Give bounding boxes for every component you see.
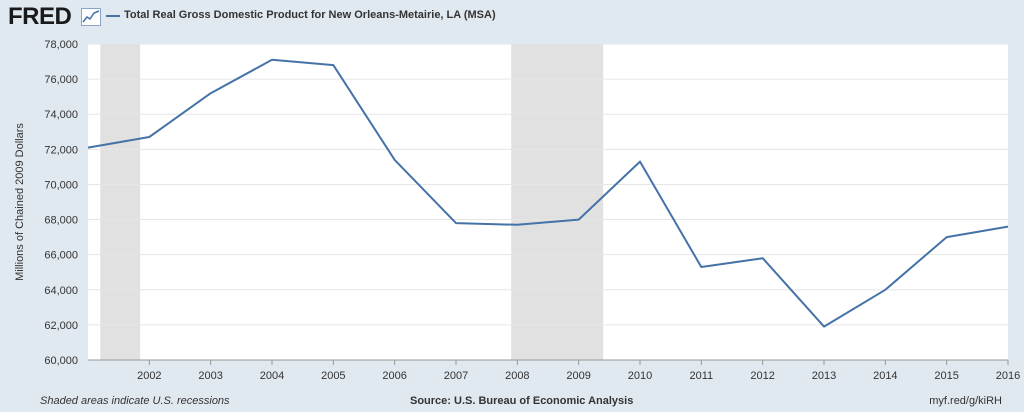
data-point[interactable] [269,57,275,63]
data-point[interactable] [882,287,888,293]
fred-chart-icon [81,8,101,26]
data-point[interactable] [85,145,91,151]
y-tick-label: 74,000 [44,109,78,121]
y-tick-label: 66,000 [44,250,78,262]
x-tick-label: 2015 [934,370,958,382]
series-line[interactable] [87,58,1009,328]
y-tick-label: 70,000 [44,179,78,191]
x-tick-label: 2011 [690,370,714,382]
data-point[interactable] [453,220,459,226]
x-tick-label: 2003 [198,370,222,382]
x-tick-label: 2010 [628,370,652,382]
x-tick-label: 2008 [505,370,529,382]
data-point[interactable] [698,264,704,270]
data-point[interactable] [208,90,214,96]
data-point[interactable] [1005,224,1011,230]
data-point[interactable] [944,234,950,240]
chart-header: FRED Total Real Gross Domestic Product f… [0,0,1024,34]
x-tick-label: 2002 [137,370,161,382]
y-tick-label: 60,000 [44,355,78,367]
x-tick-label: 2007 [444,370,468,382]
data-point[interactable] [637,159,643,165]
data-point[interactable] [760,255,766,261]
data-point[interactable] [576,217,582,223]
x-tick-label: 2014 [873,370,897,382]
y-tick-label: 76,000 [44,74,78,86]
y-tick-label: 68,000 [44,215,78,227]
x-tick-label: 2004 [260,370,284,382]
x-tick-label: 2009 [566,370,590,382]
y-tick-label: 72,000 [44,144,78,156]
x-tick-label: 2006 [382,370,406,382]
data-point[interactable] [146,134,152,140]
x-tick-label: 2016 [996,370,1020,382]
data-point[interactable] [514,222,520,228]
data-point[interactable] [330,62,336,68]
y-tick-label: 64,000 [44,285,78,297]
legend-label[interactable]: Total Real Gross Domestic Product for Ne… [124,9,496,21]
fred-logo[interactable]: FRED [8,3,72,30]
recession-note: Shaded areas indicate U.S. recessions [40,395,230,407]
recession-band [511,44,604,360]
data-point[interactable] [821,324,827,330]
source-note[interactable]: Source: U.S. Bureau of Economic Analysis [410,395,634,407]
legend-line-swatch [106,15,120,17]
data-point[interactable] [392,157,398,163]
x-tick-label: 2012 [750,370,774,382]
recession-band [100,44,141,360]
short-url-link[interactable]: myf.red/g/kiRH [929,395,1002,407]
y-tick-label: 78,000 [44,39,78,51]
x-tick-label: 2013 [812,370,836,382]
x-tick-label: 2005 [321,370,345,382]
y-tick-label: 62,000 [44,320,78,332]
y-axis-label: Millions of Chained 2009 Dollars [14,123,26,281]
